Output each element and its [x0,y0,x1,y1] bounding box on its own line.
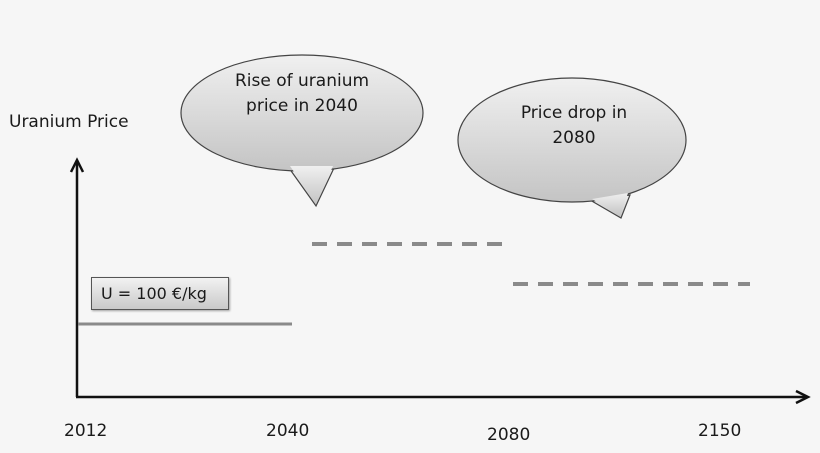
y-axis [69,157,85,397]
x-tick-2012: 2012 [64,421,108,441]
callout-drop-bubble [457,77,687,219]
callout-rise-line1: Rise of uranium [234,71,370,91]
callout-rise-line2: price in 2040 [246,96,358,116]
x-tick-2150: 2150 [698,421,742,441]
x-tick-2040: 2040 [266,421,310,441]
x-tick-2080: 2080 [487,425,531,445]
callout-drop-line1: Price drop in [520,103,628,123]
callout-rise-text: Rise of uranium price in 2040 [202,69,402,119]
x-axis [76,389,811,405]
callout-drop-line2: 2080 [552,128,596,148]
price-label-box: U = 100 €/kg [91,277,229,310]
callout-drop-text: Price drop in 2080 [474,101,674,151]
callout-rise-bubble [180,54,424,208]
y-axis-label: Uranium Price [9,112,129,132]
